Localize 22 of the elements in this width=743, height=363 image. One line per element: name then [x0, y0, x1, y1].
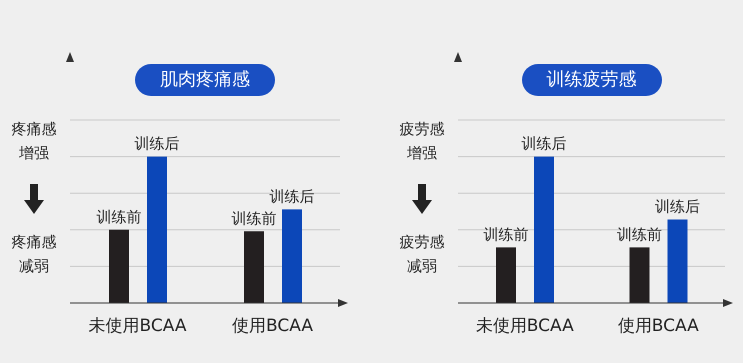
series-label: 训练后: [134, 134, 180, 153]
bar: [147, 156, 167, 303]
bar: [109, 230, 129, 303]
chart-title: 训练疲劳感: [522, 64, 662, 96]
text: 疼痛感减弱: [10, 232, 58, 277]
series-label: 训练前: [96, 208, 142, 226]
text: 疼痛感增强: [10, 119, 58, 164]
text: 训练后: [655, 198, 700, 216]
text: 疲劳感增强: [398, 119, 446, 164]
text: 训练前: [617, 225, 662, 244]
x-tick-label: 未使用BCAA: [476, 316, 574, 336]
x-tick-label: 使用BCAA: [618, 316, 700, 336]
text: 训练后: [270, 187, 314, 206]
bar: [244, 231, 264, 303]
text: 疲劳感减弱: [398, 232, 446, 277]
x-tick-label: 使用BCAA: [232, 316, 314, 336]
x-tick-label: 未使用BCAA: [88, 316, 187, 336]
series-label: 训练前: [484, 225, 528, 244]
series-label: 训练后: [522, 134, 566, 153]
chart-title: 肌肉疼痛感: [135, 64, 275, 96]
text: 训练前: [232, 209, 276, 228]
bar: [282, 209, 302, 303]
